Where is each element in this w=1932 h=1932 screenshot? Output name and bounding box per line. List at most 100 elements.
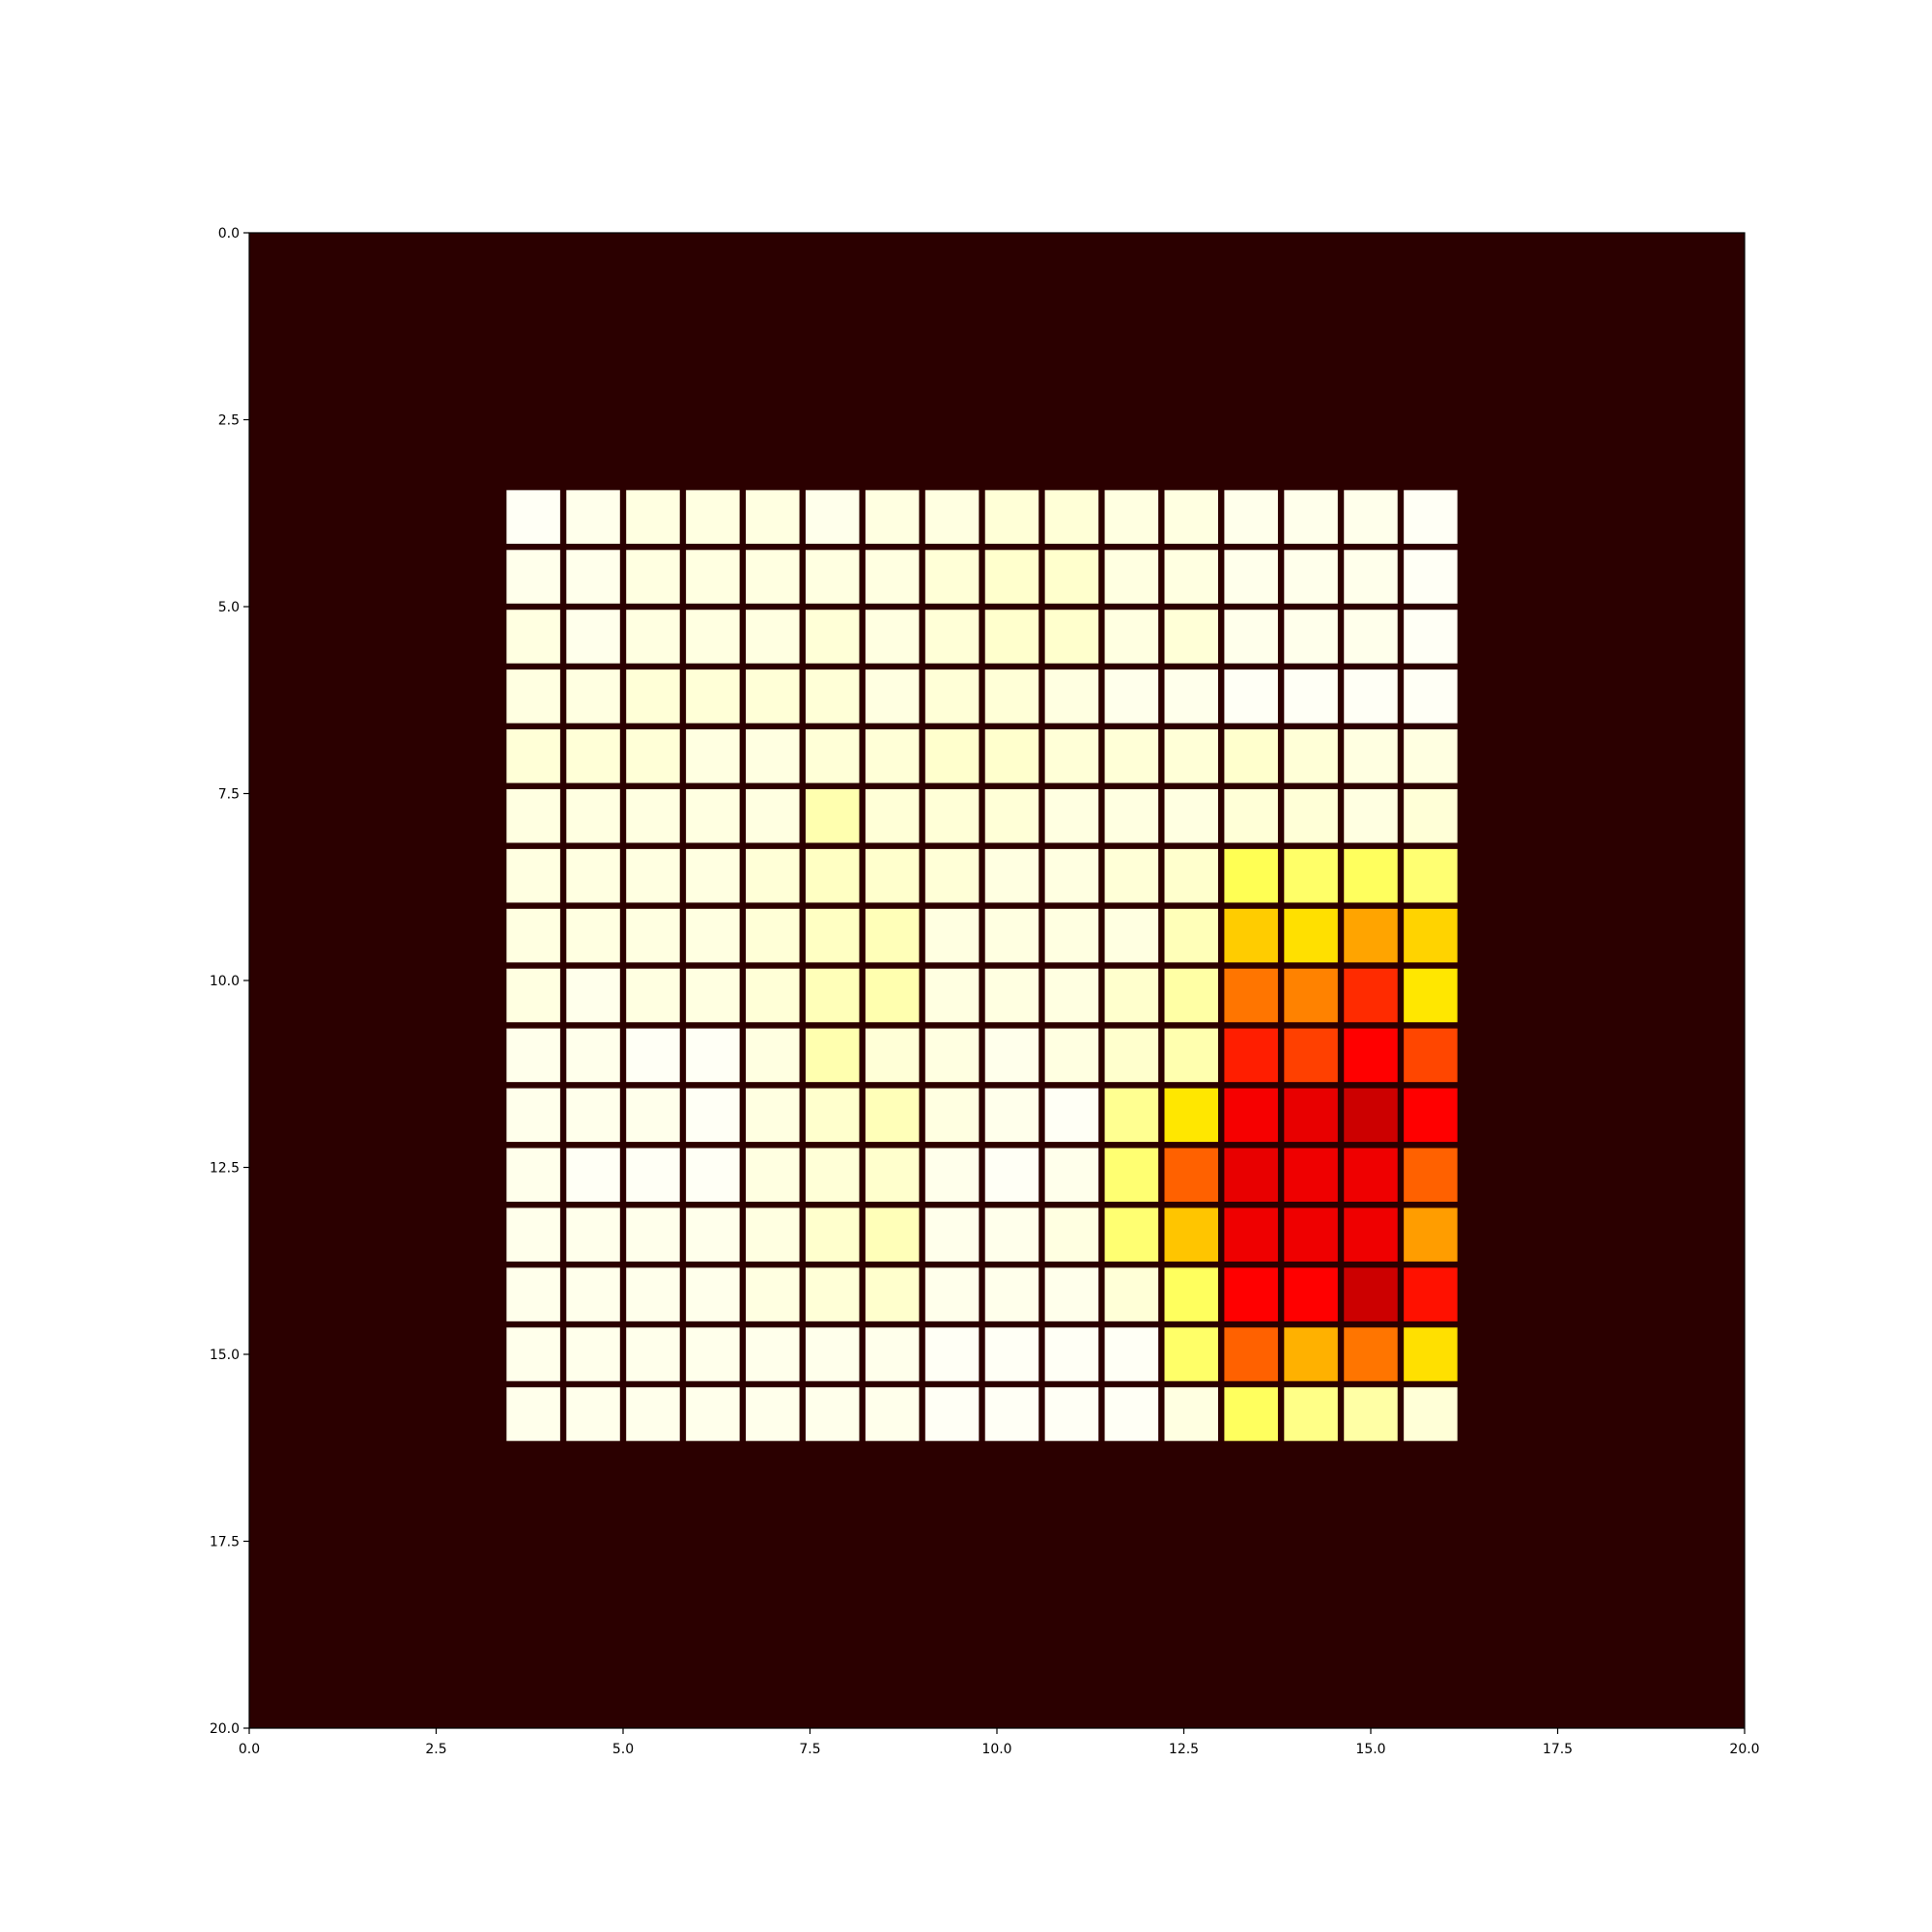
heatmap-cell [984, 908, 1039, 963]
heatmap-cell [1284, 848, 1338, 903]
heatmap-cell [1284, 550, 1338, 604]
heatmap-cell [1344, 1387, 1398, 1441]
heatmap-cell [506, 1267, 560, 1321]
heatmap-cell [1284, 610, 1338, 664]
heatmap-cell [1164, 908, 1218, 963]
heatmap-cell [1404, 1208, 1458, 1262]
heatmap-cell [686, 550, 740, 604]
heatmap-cell [1224, 1208, 1278, 1262]
heatmap-cell [686, 908, 740, 963]
heatmap-cell [1224, 1028, 1278, 1083]
heatmap-cell [566, 1028, 620, 1083]
heatmap-cell [924, 1148, 980, 1202]
heatmap-cell [1044, 729, 1099, 783]
heatmap-cell [1344, 1327, 1398, 1381]
heatmap-cell [865, 968, 920, 1023]
heatmap-cell [566, 490, 620, 544]
heatmap-cell [626, 788, 680, 843]
heatmap-cell [924, 1387, 980, 1441]
heatmap-cell [1164, 1148, 1218, 1202]
heatmap-cell [1224, 490, 1278, 544]
heatmap-cell [1164, 788, 1218, 843]
heatmap-cell [686, 788, 740, 843]
heatmap-cell [1224, 610, 1278, 664]
y-tick-label: 15.0 [210, 1348, 240, 1363]
heatmap-cell [924, 848, 980, 903]
heatmap-cell [984, 1088, 1039, 1143]
heatmap-cell [924, 1088, 980, 1143]
heatmap-cell [626, 1148, 680, 1202]
heatmap-cell [746, 788, 800, 843]
heatmap-cell [1404, 1327, 1458, 1381]
heatmap-cell [506, 968, 560, 1023]
heatmap-cell [626, 848, 680, 903]
heatmap-cell [1284, 908, 1338, 963]
heatmap-cell [1164, 1327, 1218, 1381]
heatmap-cell [506, 848, 560, 903]
heatmap-cell [1044, 1088, 1099, 1143]
heatmap-cell [1224, 788, 1278, 843]
heatmap-cell [1104, 490, 1159, 544]
x-tick-label: 15.0 [1355, 1742, 1385, 1757]
heatmap-cell [626, 1387, 680, 1441]
heatmap-cell [566, 1208, 620, 1262]
heatmap-cell [1344, 788, 1398, 843]
heatmap-cell [1404, 1387, 1458, 1441]
heatmap-cell [805, 1088, 860, 1143]
heatmap-cell [984, 788, 1039, 843]
heatmap-cell [924, 1028, 980, 1083]
heatmap-cell [805, 1148, 860, 1202]
heatmap-cell [805, 1387, 860, 1441]
heatmap-cell [626, 669, 680, 724]
heatmap-cell [1344, 729, 1398, 783]
heatmap-cell [1104, 968, 1159, 1023]
heatmap-cell [1104, 1088, 1159, 1143]
heatmap-cell [746, 610, 800, 664]
x-tick-label: 5.0 [612, 1742, 634, 1757]
heatmap-cell [686, 1088, 740, 1143]
heatmap-cell [805, 1208, 860, 1262]
heatmap-cell [1104, 550, 1159, 604]
heatmap-cell [1344, 1028, 1398, 1083]
y-tick-label: 2.5 [218, 413, 240, 429]
heatmap-cell [865, 1327, 920, 1381]
heatmap-cell [984, 729, 1039, 783]
heatmap-cell [1044, 1387, 1099, 1441]
heatmap-cell [626, 1267, 680, 1321]
heatmap-cell [1104, 610, 1159, 664]
heatmap-cell [1224, 1088, 1278, 1143]
heatmap-cell [1044, 968, 1099, 1023]
heatmap-cell [746, 1327, 800, 1381]
heatmap-cell [1344, 968, 1398, 1023]
heatmap-cell [566, 610, 620, 664]
heatmap-cell [506, 1208, 560, 1262]
heatmap-cell [1164, 1208, 1218, 1262]
heatmap-cell [1344, 669, 1398, 724]
heatmap-cell [1404, 610, 1458, 664]
heatmap-cell [686, 848, 740, 903]
heatmap-cell [686, 1267, 740, 1321]
heatmap-cell [984, 610, 1039, 664]
heatmap-cell [1344, 610, 1398, 664]
heatmap-cell [1224, 1387, 1278, 1441]
heatmap-cell [686, 1148, 740, 1202]
heatmap-cell [984, 1267, 1039, 1321]
heatmap-cell [1044, 550, 1099, 604]
heatmap-cell [1284, 1028, 1338, 1083]
heatmap-cell [865, 729, 920, 783]
heatmap-cell [1224, 729, 1278, 783]
heatmap-cell [984, 490, 1039, 544]
heatmap-cell [1404, 968, 1458, 1023]
heatmap-cell [746, 669, 800, 724]
heatmap-cell [1404, 788, 1458, 843]
heatmap-cell [1104, 1387, 1159, 1441]
heatmap-cell [805, 848, 860, 903]
heatmap-cell [1044, 1267, 1099, 1321]
heatmap-cell [805, 729, 860, 783]
y-tick-label: 10.0 [210, 974, 240, 989]
heatmap-cell [805, 968, 860, 1023]
heatmap-cell [1104, 788, 1159, 843]
heatmap-cell [865, 1208, 920, 1262]
heatmap-cell [1164, 1088, 1218, 1143]
